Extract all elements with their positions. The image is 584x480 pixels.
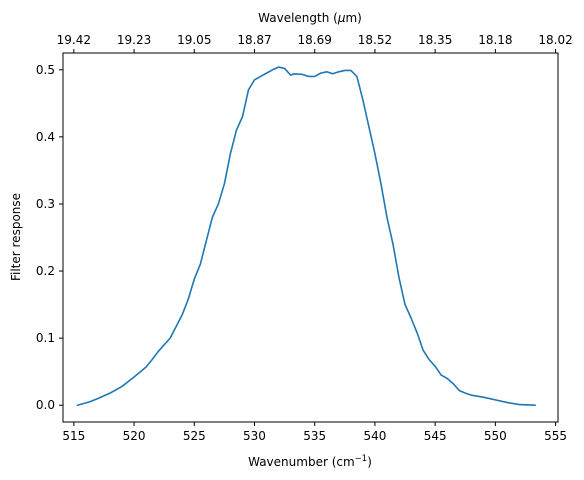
x-axis-label: Wavenumber (cm−1) xyxy=(248,454,372,469)
top-axis-label: Wavelength (μm) xyxy=(258,11,362,25)
top-tick-label: 18.52 xyxy=(358,33,392,47)
top-tick-label: 18.87 xyxy=(237,33,271,47)
x-axis-label-end: ) xyxy=(367,455,372,469)
top-axis-label-mu: μ xyxy=(337,11,346,25)
top-tick-label: 18.02 xyxy=(538,33,572,47)
filter-response-line xyxy=(76,66,536,407)
x-tick-label: 540 xyxy=(363,429,386,443)
y-axis: 0.0 0.1 0.2 0.3 0.4 0.5 xyxy=(36,63,63,412)
x-tick-label: 520 xyxy=(123,429,146,443)
top-tick-label: 19.23 xyxy=(117,33,151,47)
x-tick-label: 535 xyxy=(303,429,326,443)
top-tick-label: 19.05 xyxy=(177,33,211,47)
top-tick-label: 18.69 xyxy=(298,33,332,47)
x-tick-label: 525 xyxy=(183,429,206,443)
y-tick-label: 0.4 xyxy=(36,130,55,144)
top-axis-label-end: m) xyxy=(345,11,361,25)
x-axis-label-superscript: −1 xyxy=(355,454,368,464)
x-tick-label: 555 xyxy=(544,429,567,443)
top-tick-label: 18.35 xyxy=(418,33,452,47)
y-tick-label: 0.0 xyxy=(36,398,55,412)
y-tick-label: 0.3 xyxy=(36,197,55,211)
top-tick-label: 18.18 xyxy=(478,33,512,47)
bottom-x-axis: 515 520 525 530 535 540 545 550 555 xyxy=(62,422,567,443)
y-tick-label: 0.2 xyxy=(36,264,55,278)
x-tick-label: 515 xyxy=(62,429,85,443)
x-tick-label: 530 xyxy=(243,429,266,443)
top-tick-label: 19.42 xyxy=(57,33,91,47)
y-tick-label: 0.1 xyxy=(36,331,55,345)
x-axis-label-text: Wavenumber (cm xyxy=(248,455,355,469)
top-x-axis: 19.42 19.23 19.05 18.87 18.69 18.52 18.35 18.18… xyxy=(57,33,573,53)
plot-area xyxy=(62,52,559,423)
x-tick-label: 550 xyxy=(484,429,507,443)
x-tick-label: 545 xyxy=(424,429,447,443)
top-axis-label-text: Wavelength ( xyxy=(258,11,338,25)
y-tick-label: 0.5 xyxy=(36,63,55,77)
y-axis-label: Filter response xyxy=(9,193,23,281)
